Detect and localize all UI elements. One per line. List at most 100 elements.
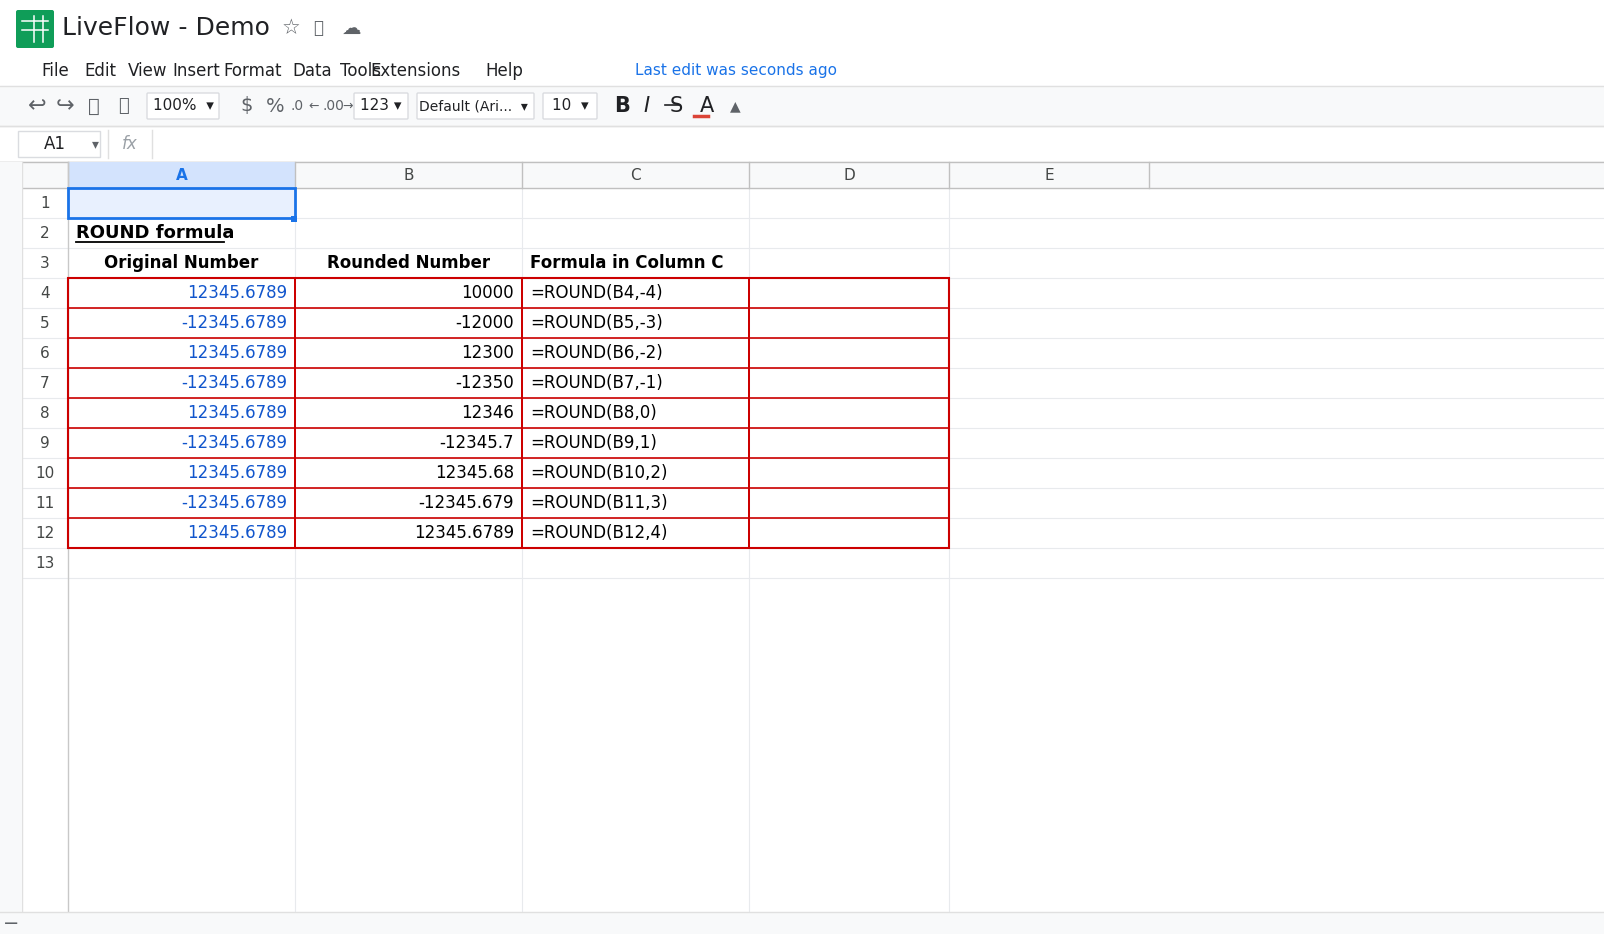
Text: A: A bbox=[175, 167, 188, 182]
Text: ↪: ↪ bbox=[56, 96, 75, 116]
Text: 12345.68: 12345.68 bbox=[435, 464, 513, 482]
Text: ⎙: ⎙ bbox=[88, 96, 99, 116]
Bar bbox=[67, 188, 295, 218]
Text: -12345.679: -12345.679 bbox=[419, 494, 513, 512]
Text: .00: .00 bbox=[322, 99, 345, 113]
Text: Edit: Edit bbox=[83, 62, 115, 80]
Text: 4: 4 bbox=[40, 286, 50, 301]
Text: Data: Data bbox=[292, 62, 332, 80]
Text: -12345.6789: -12345.6789 bbox=[181, 434, 287, 452]
FancyBboxPatch shape bbox=[417, 93, 534, 119]
Text: =ROUND(B5,-3): =ROUND(B5,-3) bbox=[529, 314, 662, 332]
Text: Default (Ari...  ▾: Default (Ari... ▾ bbox=[419, 99, 528, 113]
Text: =ROUND(B9,1): =ROUND(B9,1) bbox=[529, 434, 658, 452]
Text: A: A bbox=[699, 96, 714, 116]
Text: =ROUND(B8,0): =ROUND(B8,0) bbox=[529, 404, 656, 422]
Text: Rounded Number: Rounded Number bbox=[327, 254, 491, 272]
Text: 123 ▾: 123 ▾ bbox=[361, 98, 401, 114]
Text: −: − bbox=[3, 913, 19, 932]
Text: 8: 8 bbox=[40, 405, 50, 420]
Text: ▲: ▲ bbox=[730, 99, 741, 113]
Text: ▾: ▾ bbox=[91, 137, 99, 151]
Text: 11: 11 bbox=[35, 496, 55, 511]
Bar bbox=[0, 0, 1604, 56]
FancyBboxPatch shape bbox=[354, 93, 407, 119]
Text: -12000: -12000 bbox=[456, 314, 513, 332]
Text: Original Number: Original Number bbox=[104, 254, 258, 272]
Text: E: E bbox=[1044, 167, 1054, 182]
Bar bbox=[67, 162, 295, 188]
FancyBboxPatch shape bbox=[544, 93, 597, 119]
Text: ☆: ☆ bbox=[282, 18, 302, 38]
Text: 100%  ▾: 100% ▾ bbox=[152, 98, 213, 114]
Text: =ROUND(B10,2): =ROUND(B10,2) bbox=[529, 464, 667, 482]
Text: 12345.6789: 12345.6789 bbox=[188, 404, 287, 422]
Text: 12: 12 bbox=[35, 526, 55, 541]
Text: =ROUND(B4,-4): =ROUND(B4,-4) bbox=[529, 284, 662, 302]
Text: 10  ▾: 10 ▾ bbox=[552, 98, 589, 114]
Bar bbox=[0, 126, 1604, 162]
Text: -12345.6789: -12345.6789 bbox=[181, 494, 287, 512]
Text: I: I bbox=[643, 96, 650, 116]
Text: ⦾: ⦾ bbox=[119, 97, 128, 115]
Text: B: B bbox=[614, 96, 630, 116]
Bar bbox=[67, 278, 950, 548]
Text: ↩: ↩ bbox=[27, 96, 47, 116]
Text: 12346: 12346 bbox=[460, 404, 513, 422]
Bar bbox=[0, 162, 1604, 188]
Text: 10000: 10000 bbox=[462, 284, 513, 302]
Text: View: View bbox=[128, 62, 168, 80]
Bar bbox=[0, 56, 1604, 86]
Text: -12350: -12350 bbox=[456, 374, 513, 392]
Text: 5: 5 bbox=[40, 316, 50, 331]
Text: C: C bbox=[630, 167, 642, 182]
Text: Help: Help bbox=[484, 62, 523, 80]
Text: 12345.6789: 12345.6789 bbox=[188, 284, 287, 302]
Text: =ROUND(B12,4): =ROUND(B12,4) bbox=[529, 524, 667, 542]
Text: S: S bbox=[670, 96, 683, 116]
Text: A1: A1 bbox=[43, 135, 66, 153]
Bar bbox=[0, 86, 1604, 126]
Text: Extensions: Extensions bbox=[371, 62, 460, 80]
Text: 13: 13 bbox=[35, 556, 55, 571]
Text: Insert: Insert bbox=[172, 62, 220, 80]
Text: 12345.6789: 12345.6789 bbox=[188, 344, 287, 362]
Text: 12345.6789: 12345.6789 bbox=[188, 524, 287, 542]
Text: Formula in Column C: Formula in Column C bbox=[529, 254, 723, 272]
Bar bbox=[18, 131, 99, 157]
Text: Format: Format bbox=[223, 62, 282, 80]
Text: LiveFlow - Demo: LiveFlow - Demo bbox=[63, 16, 269, 40]
Text: ROUND formula: ROUND formula bbox=[75, 224, 234, 242]
Text: B: B bbox=[403, 167, 414, 182]
Text: .0: .0 bbox=[290, 99, 303, 113]
Text: D: D bbox=[844, 167, 855, 182]
Text: 10: 10 bbox=[35, 465, 55, 480]
Bar bbox=[0, 162, 22, 912]
Text: =ROUND(B7,-1): =ROUND(B7,-1) bbox=[529, 374, 662, 392]
Text: 12345.6789: 12345.6789 bbox=[414, 524, 513, 542]
Text: 2: 2 bbox=[40, 225, 50, 240]
Text: %: % bbox=[266, 96, 284, 116]
Text: -12345.6789: -12345.6789 bbox=[181, 314, 287, 332]
Text: 6: 6 bbox=[40, 346, 50, 361]
Text: Tools: Tools bbox=[340, 62, 380, 80]
Text: ⬜: ⬜ bbox=[313, 19, 322, 37]
Text: 12345.6789: 12345.6789 bbox=[188, 464, 287, 482]
Text: →: → bbox=[342, 100, 353, 112]
Bar bbox=[0, 162, 1604, 934]
Text: ←: ← bbox=[308, 100, 319, 112]
Text: Last edit was seconds ago: Last edit was seconds ago bbox=[635, 64, 837, 78]
Text: 12300: 12300 bbox=[460, 344, 513, 362]
Text: =ROUND(B6,-2): =ROUND(B6,-2) bbox=[529, 344, 662, 362]
Text: =ROUND(B11,3): =ROUND(B11,3) bbox=[529, 494, 667, 512]
Text: 9: 9 bbox=[40, 435, 50, 450]
Text: fx: fx bbox=[122, 135, 138, 153]
Text: ☁: ☁ bbox=[342, 19, 361, 37]
Text: 7: 7 bbox=[40, 375, 50, 390]
Bar bbox=[290, 216, 297, 222]
FancyBboxPatch shape bbox=[148, 93, 220, 119]
Text: 1: 1 bbox=[40, 195, 50, 210]
Text: -12345.7: -12345.7 bbox=[439, 434, 513, 452]
Bar bbox=[0, 912, 1604, 934]
FancyBboxPatch shape bbox=[16, 10, 55, 48]
